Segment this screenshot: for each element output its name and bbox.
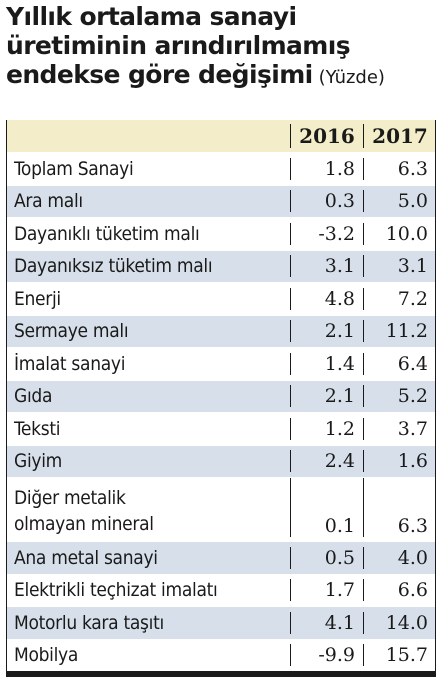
table-row: Sermaye malı 2.1 11.2 (6, 315, 436, 348)
value-2016: 4.8 (290, 287, 363, 310)
value-2016: 4.1 (290, 611, 363, 634)
row-label: Elektrikli teçhizat imalatı (14, 579, 218, 602)
value-2016: 1.7 (290, 579, 363, 602)
value-2016: 1.8 (290, 157, 363, 180)
value-2017: 1.6 (363, 450, 436, 473)
row-label-line-1: Diğer metalik (14, 487, 126, 509)
row-label: Enerji (14, 287, 61, 310)
row-label: Gıda (14, 385, 53, 408)
table-row: Mobilya -9.9 15.7 (6, 640, 436, 672)
title-line-3: endekse göre değişimi (Yüzde) (6, 60, 440, 92)
row-label: Giyim (14, 450, 63, 473)
table-right-border (435, 120, 436, 672)
value-2017: 11.2 (363, 320, 436, 343)
table-row: Teksti 1.2 3.7 (6, 413, 436, 446)
table-row: İmalat sanayi 1.4 6.4 (6, 348, 436, 381)
title-line-1: Yıllık ortalama sanayi (6, 2, 297, 31)
data-table: 2016 2017 Toplam Sanayi 1.8 6.3 Ara malı… (6, 120, 436, 672)
table-row: Giyim 2.4 1.6 (6, 445, 436, 478)
value-2016: 3.1 (290, 255, 363, 278)
table-row: Ara malı 0.3 5.0 (6, 185, 436, 218)
value-2017: 6.6 (363, 579, 436, 602)
value-2017: 6.3 (363, 478, 436, 537)
table-header-row: 2016 2017 (6, 120, 436, 153)
table-row: Dayanıklı tüketim malı -3.2 10.0 (6, 218, 436, 251)
row-label: İmalat sanayi (14, 352, 126, 375)
value-2016: 2.1 (290, 385, 363, 408)
table-row: Elektrikli teçhizat imalatı 1.7 6.6 (6, 575, 436, 607)
value-2016: 0.3 (290, 190, 363, 213)
value-2016: -3.2 (290, 222, 363, 245)
row-label: Mobilya (14, 644, 79, 667)
row-label: Sermaye malı (14, 320, 129, 343)
value-2016: 1.2 (290, 417, 363, 440)
table-row: Diğer metalik olmayan mineral 0.1 6.3 (6, 478, 436, 542)
value-2016: 0.1 (290, 478, 363, 537)
table-row: Gıda 2.1 5.2 (6, 380, 436, 413)
title-line-3-text: endekse göre değişimi (6, 60, 313, 89)
row-label: Ana metal sanayi (14, 546, 158, 569)
value-2017: 3.7 (363, 417, 436, 440)
value-2017: 15.7 (363, 644, 436, 667)
value-2017: 5.2 (363, 385, 436, 408)
column-header-2017: 2017 (363, 124, 436, 148)
row-label: Motorlu kara taşıtı (14, 611, 164, 634)
row-label: Toplam Sanayi (14, 157, 134, 180)
column-header-2016: 2016 (290, 124, 363, 148)
value-2017: 4.0 (363, 546, 436, 569)
bottom-rule (6, 671, 436, 677)
value-2016: 1.4 (290, 352, 363, 375)
title-unit: (Yüzde) (318, 67, 385, 88)
value-2017: 6.4 (363, 352, 436, 375)
value-2016: 2.1 (290, 320, 363, 343)
table-row: Dayanıksız tüketim malı 3.1 3.1 (6, 250, 436, 283)
value-2017: 7.2 (363, 287, 436, 310)
table-row: Toplam Sanayi 1.8 6.3 (6, 153, 436, 186)
row-label: Teksti (14, 417, 61, 440)
value-2016: 0.5 (290, 546, 363, 569)
table-left-border (6, 120, 7, 672)
row-label-line-2: olmayan mineral (14, 513, 154, 535)
value-2016: 2.4 (290, 450, 363, 473)
page-title: Yıllık ortalama sanayi üretiminin arındı… (6, 2, 440, 92)
row-label: Diğer metalik olmayan mineral (6, 485, 290, 537)
row-label: Ara malı (14, 190, 83, 213)
value-2017: 10.0 (363, 222, 436, 245)
table-row: Motorlu kara taşıtı 4.1 14.0 (6, 607, 436, 640)
value-2017: 5.0 (363, 190, 436, 213)
value-2016: -9.9 (290, 644, 363, 667)
row-label: Dayanıksız tüketim malı (14, 255, 213, 278)
value-2017: 6.3 (363, 157, 436, 180)
value-2017: 3.1 (363, 255, 436, 278)
title-line-2: üretiminin arındırılmamış (6, 31, 351, 60)
value-2017: 14.0 (363, 611, 436, 634)
row-label: Dayanıklı tüketim malı (14, 222, 200, 245)
table-row: Ana metal sanayi 0.5 4.0 (6, 542, 436, 575)
table-row: Enerji 4.8 7.2 (6, 283, 436, 316)
